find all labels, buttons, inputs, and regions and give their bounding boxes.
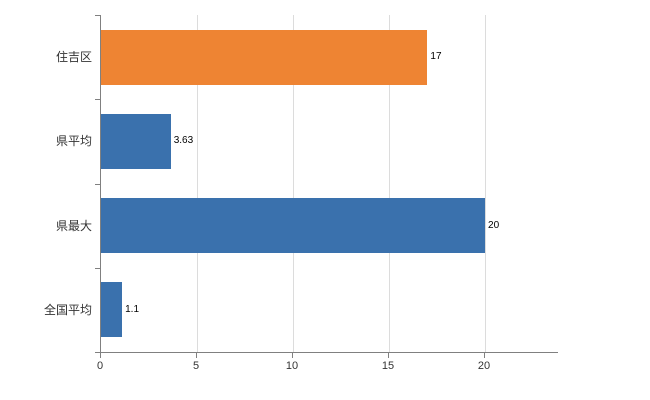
y-tick [95,267,101,269]
y-axis-labels: 住吉区県平均県最大全国平均 [0,15,100,352]
x-tick-label: 20 [477,360,491,372]
bar-value-label: 17 [430,51,442,63]
gridline [389,15,391,352]
bar [101,29,428,85]
category-label: 住吉区 [55,50,92,65]
x-tick-label: 0 [96,360,104,372]
gridline [197,15,198,352]
bar [101,198,486,254]
x-tick-label: 5 [192,360,200,372]
category-label: 県平均 [55,134,92,149]
x-tick-label: 10 [285,360,299,372]
bar [101,113,171,169]
y-tick [95,183,101,185]
x-tick [292,353,294,358]
y-tick [95,99,101,101]
x-tick [388,353,390,358]
gridline [485,15,487,352]
x-tick [196,353,197,358]
bar-value-label: 1.1 [125,303,140,315]
x-tick [484,353,486,358]
bar-value-label: 20 [488,219,500,231]
bar-value-label: 3.63 [173,135,194,147]
plot-area: 17 3.63 20 1.1 [95,15,558,353]
x-tick-label: 15 [381,360,395,372]
y-tick [95,352,101,353]
category-label: 県最大 [55,218,92,233]
category-label: 全国平均 [43,302,92,317]
x-axis: 0 5 10 15 20 [96,353,557,383]
x-tick [100,353,101,358]
gridline [293,15,295,352]
y-tick [95,15,101,16]
bar [101,282,123,338]
